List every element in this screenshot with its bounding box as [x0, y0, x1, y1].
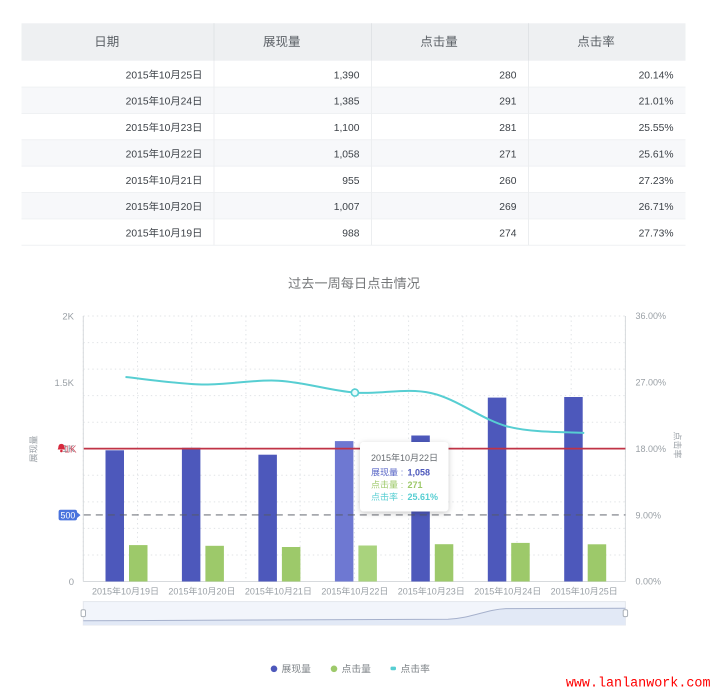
svg-text:22: 22 [181, 149, 193, 160]
svg-text:0.00%: 0.00% [636, 577, 662, 587]
svg-text:2015: 2015 [168, 586, 188, 596]
svg-text:2015: 2015 [126, 149, 149, 160]
svg-text:2015: 2015 [126, 229, 149, 240]
svg-text:10: 10 [400, 453, 410, 463]
svg-text:21: 21 [181, 176, 193, 187]
svg-text:10: 10 [159, 229, 171, 240]
svg-text:25.55%: 25.55% [639, 123, 674, 134]
svg-text:25.61%: 25.61% [407, 492, 438, 502]
svg-text:21: 21 [293, 586, 303, 596]
svg-text:291: 291 [499, 97, 516, 108]
svg-text:1,385: 1,385 [334, 97, 360, 108]
svg-text:10: 10 [503, 586, 513, 596]
svg-text:500: 500 [61, 510, 76, 520]
svg-text:988: 988 [342, 229, 359, 240]
svg-text:10: 10 [427, 586, 437, 596]
svg-text:19: 19 [181, 229, 193, 240]
svg-text:20: 20 [216, 586, 226, 596]
svg-text:22: 22 [419, 453, 429, 463]
svg-text:2015: 2015 [126, 97, 149, 108]
svg-text:281: 281 [499, 123, 516, 134]
svg-text:25: 25 [599, 586, 609, 596]
svg-text:10: 10 [159, 176, 171, 187]
svg-text:19: 19 [140, 586, 150, 596]
svg-text:2015: 2015 [474, 586, 494, 596]
svg-text:2015: 2015 [126, 202, 149, 213]
svg-text:280: 280 [499, 70, 516, 81]
svg-text:24: 24 [522, 586, 532, 596]
svg-text:10: 10 [159, 202, 171, 213]
svg-text:1,058: 1,058 [407, 468, 430, 478]
svg-text:9.00%: 9.00% [636, 510, 662, 520]
svg-text:260: 260 [499, 176, 516, 187]
svg-text:10: 10 [159, 97, 171, 108]
svg-text:1.5K: 1.5K [54, 378, 74, 389]
svg-text:10: 10 [350, 586, 360, 596]
svg-text:955: 955 [342, 176, 359, 187]
svg-text:269: 269 [499, 202, 516, 213]
svg-text:1,390: 1,390 [334, 70, 360, 81]
svg-text:27.23%: 27.23% [639, 176, 674, 187]
svg-text:27.73%: 27.73% [639, 229, 674, 240]
svg-text:1K: 1K [64, 444, 77, 455]
svg-text::: : [401, 492, 404, 502]
svg-text:www.lanlanwork.com: www.lanlanwork.com [566, 676, 711, 690]
svg-text:20: 20 [181, 202, 193, 213]
svg-text:26.71%: 26.71% [639, 202, 674, 213]
svg-text:2015: 2015 [126, 123, 149, 134]
svg-text:2015: 2015 [551, 586, 571, 596]
svg-text:24: 24 [181, 97, 193, 108]
svg-text:0: 0 [69, 577, 74, 588]
svg-text:10: 10 [197, 586, 207, 596]
svg-text:1,007: 1,007 [334, 202, 360, 213]
svg-text:10: 10 [159, 149, 171, 160]
svg-text:27.00%: 27.00% [636, 378, 667, 388]
svg-text:2015: 2015 [321, 586, 341, 596]
svg-text:1K: 1K [62, 444, 75, 455]
svg-text:2K: 2K [62, 311, 74, 322]
svg-text:23: 23 [181, 123, 193, 134]
svg-text:10: 10 [121, 586, 131, 596]
svg-text:271: 271 [499, 149, 516, 160]
svg-text:10: 10 [580, 586, 590, 596]
svg-text:10: 10 [274, 586, 284, 596]
svg-text:2015: 2015 [92, 586, 112, 596]
svg-text:21.01%: 21.01% [639, 97, 674, 108]
svg-text:10: 10 [159, 70, 171, 81]
svg-text:2015: 2015 [126, 176, 149, 187]
svg-text:22: 22 [369, 586, 379, 596]
svg-text:25.61%: 25.61% [639, 149, 674, 160]
svg-text:271: 271 [407, 480, 422, 490]
svg-text:1,100: 1,100 [334, 123, 360, 134]
svg-text:2015: 2015 [398, 586, 418, 596]
svg-text:2015: 2015 [245, 586, 265, 596]
svg-text:2015: 2015 [371, 453, 391, 463]
svg-text:2015: 2015 [126, 70, 149, 81]
svg-text:1,058: 1,058 [334, 149, 360, 160]
svg-text::: : [401, 480, 404, 490]
svg-text:23: 23 [446, 586, 456, 596]
svg-text::: : [401, 468, 404, 478]
svg-text:18.00%: 18.00% [636, 444, 667, 454]
svg-text:25: 25 [181, 70, 193, 81]
svg-text:20.14%: 20.14% [639, 70, 674, 81]
svg-text:274: 274 [499, 229, 516, 240]
svg-text:36.00%: 36.00% [636, 311, 667, 321]
svg-text:10: 10 [159, 123, 171, 134]
